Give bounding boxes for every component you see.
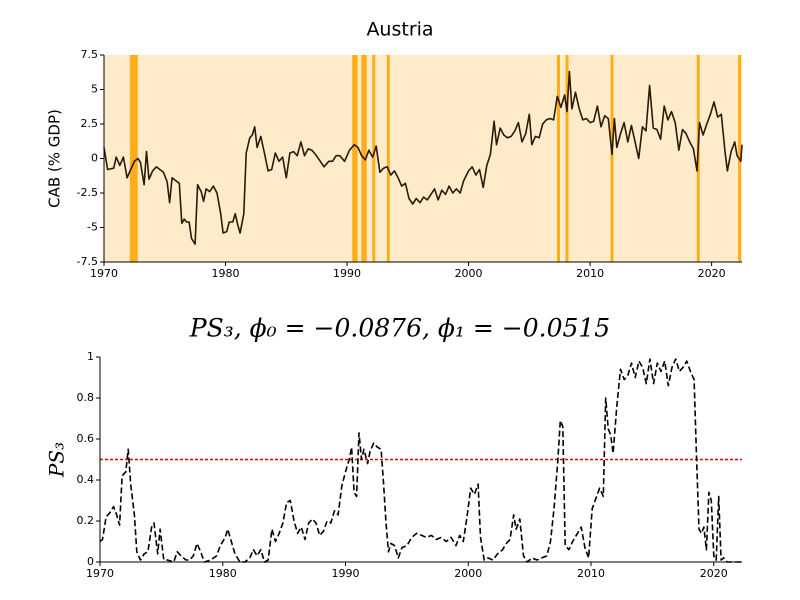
y-tick-label: 5 [91,83,98,96]
y-tick-label: 0 [91,152,98,165]
x-tick-label: 2010 [577,567,605,580]
x-tick-label: 1980 [209,567,237,580]
x-tick-label: 1980 [212,267,240,280]
x-tick-label: 2000 [455,267,483,280]
y-tick-label: 0 [87,555,94,568]
chart-title: Austria [366,19,433,41]
x-tick-label: 2020 [698,267,726,280]
y-tick-label: -2.5 [77,186,98,199]
x-tick-label: 2010 [576,267,604,280]
x-tick-label: 1970 [90,267,118,280]
y-tick-label: 0.2 [77,514,95,527]
plot-background [104,55,742,262]
y-tick-label: 0.4 [77,473,95,486]
x-tick-label: 2020 [700,567,728,580]
x-tick-label: 1970 [86,567,114,580]
y-axis-label: PS₃ [45,442,69,478]
y-tick-label: 7.5 [81,48,99,61]
x-tick-label: 1990 [333,267,361,280]
data-line [103,70,743,245]
chart-title: PS₃, ϕ₀ = −0.0876, ϕ₁ = −0.0515 [189,314,610,343]
data-line [99,358,742,563]
y-tick-label: -7.5 [77,255,98,268]
x-tick-label: 2000 [454,567,482,580]
y-tick-label: 2.5 [81,117,99,130]
y-tick-label: 0.6 [77,432,95,445]
y-tick-label: -5 [87,221,98,234]
y-tick-label: 1 [87,350,94,363]
y-axis-label: CAB (% GDP) [46,109,64,208]
y-tick-label: 0.8 [77,391,95,404]
x-tick-label: 1990 [332,567,360,580]
